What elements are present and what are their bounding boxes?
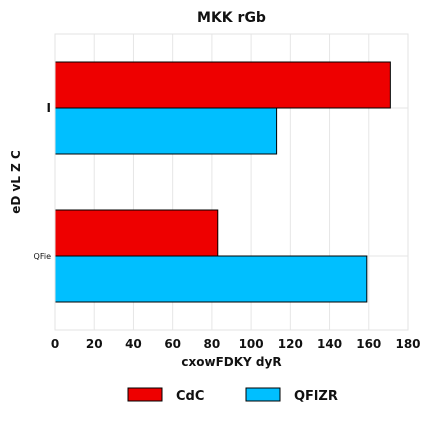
bar-series-1-cat-2 [54, 209, 219, 257]
x-tick-label: 100 [239, 337, 264, 351]
y-tick-label: QFie [34, 252, 52, 261]
y-axis-ticks: I QFie [34, 101, 52, 261]
legend-swatch [127, 387, 163, 402]
plot-frame [54, 33, 409, 331]
bar-series-2-cat-1 [54, 107, 278, 155]
x-tick-label: 20 [86, 337, 103, 351]
x-tick-label: 120 [278, 337, 303, 351]
x-axis-label: cxowFDKY dyR [181, 355, 281, 369]
legend-item-1: CdC [127, 387, 204, 404]
bar-series-2-cat-2 [54, 255, 368, 303]
x-tick-label: 160 [356, 337, 381, 351]
x-tick-label: 180 [395, 337, 420, 351]
chart-title: MKK rGb [197, 10, 266, 26]
y-tick-label: I [47, 101, 51, 115]
legend: CdC QFlZR [127, 387, 338, 404]
legend-label: QFlZR [294, 389, 338, 404]
legend-swatch [245, 387, 281, 402]
x-tick-label: 80 [204, 337, 221, 351]
bars [54, 61, 391, 303]
y-axis-label: eD vL Z C [9, 150, 23, 214]
bar-series-1-cat-1 [54, 61, 391, 109]
x-tick-label: 40 [125, 337, 142, 351]
legend-label: CdC [176, 389, 204, 404]
x-axis-ticks: 0 20 40 60 80 100 120 140 160 180 [51, 337, 421, 351]
x-tick-label: 140 [317, 337, 342, 351]
legend-item-2: QFlZR [245, 387, 338, 404]
x-tick-label: 60 [164, 337, 181, 351]
x-tick-label: 0 [51, 337, 59, 351]
